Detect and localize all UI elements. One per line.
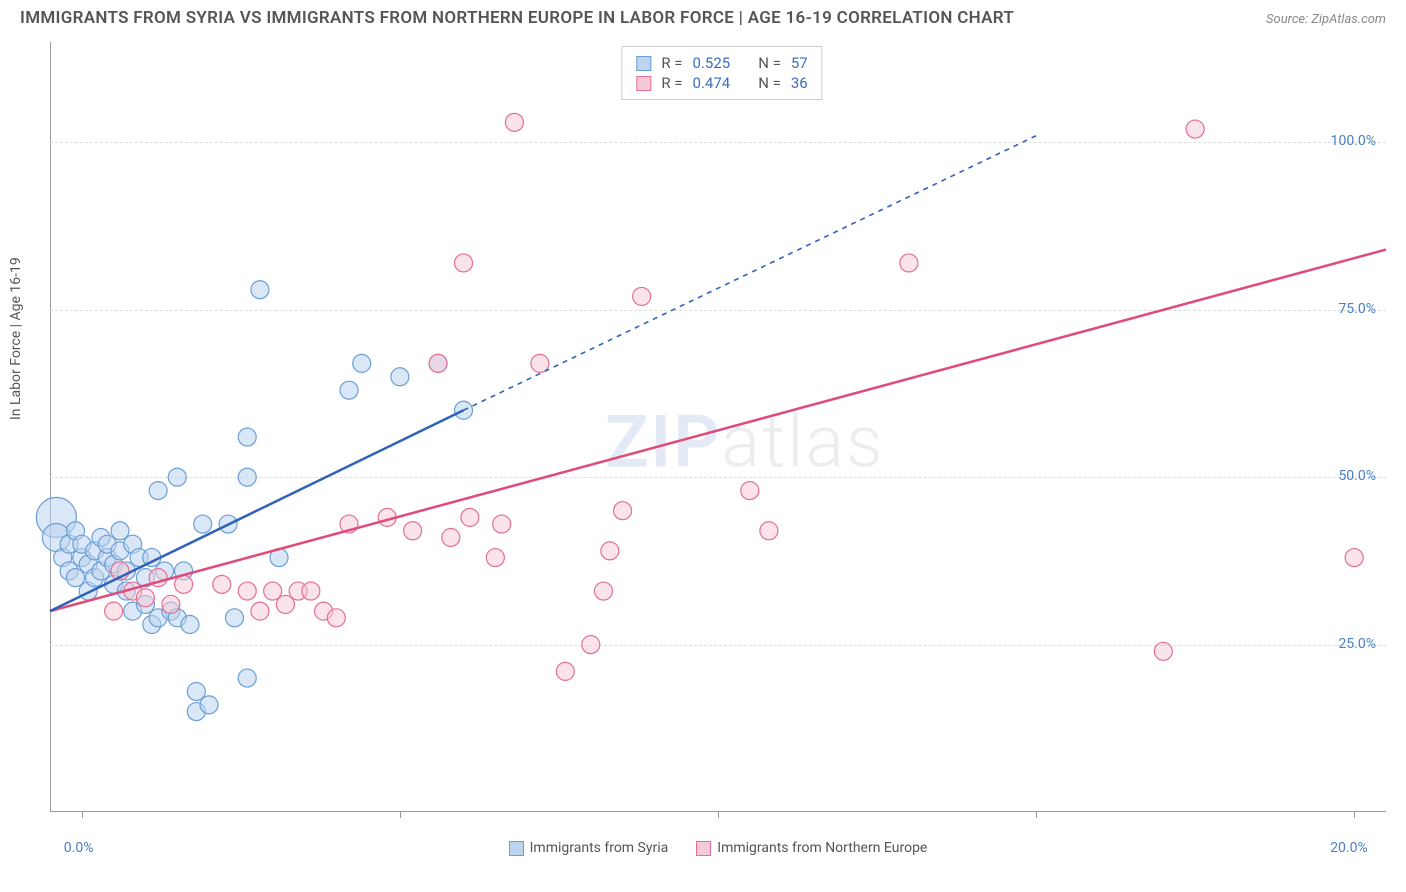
data-point-neurope [1186, 120, 1204, 138]
legend-label-syria: Immigrants from Syria [530, 840, 669, 856]
corr-row-syria: R = 0.525 N = 57 [636, 53, 807, 73]
data-point-neurope [175, 575, 193, 593]
n-value-syria: 57 [791, 54, 808, 72]
data-point-neurope [601, 542, 619, 560]
correlation-legend: R = 0.525 N = 57 R = 0.474 N = 36 [621, 46, 822, 100]
chart-title: IMMIGRANTS FROM SYRIA VS IMMIGRANTS FROM… [20, 8, 1014, 28]
data-point-neurope [136, 589, 154, 607]
r-label: R = [661, 74, 682, 92]
data-point-neurope [1154, 642, 1172, 660]
data-point-syria [353, 354, 371, 372]
data-point-neurope [493, 515, 511, 533]
legend-square-neurope [636, 76, 651, 91]
data-point-neurope [251, 602, 269, 620]
source-label: Source: ZipAtlas.com [1266, 12, 1386, 27]
data-point-neurope [442, 528, 460, 546]
data-point-neurope [582, 636, 600, 654]
x-tick [400, 812, 401, 818]
r-value-neurope: 0.474 [693, 74, 731, 92]
x-tick-label-right: 20.0% [1330, 840, 1368, 856]
data-point-neurope [302, 582, 320, 600]
data-point-neurope [760, 522, 778, 540]
data-point-syria [238, 468, 256, 486]
data-point-neurope [531, 354, 549, 372]
r-label: R = [661, 54, 682, 72]
legend-square-icon [509, 841, 524, 856]
data-point-syria [181, 616, 199, 634]
title-bar: IMMIGRANTS FROM SYRIA VS IMMIGRANTS FROM… [0, 0, 1406, 32]
data-point-neurope [614, 502, 632, 520]
data-point-neurope [429, 354, 447, 372]
x-tick [82, 812, 83, 818]
data-point-neurope [556, 662, 574, 680]
n-value-neurope: 36 [791, 74, 808, 92]
x-tick [1354, 812, 1355, 818]
n-label: N = [758, 74, 781, 92]
data-point-neurope [461, 508, 479, 526]
legend-square-syria [636, 56, 651, 71]
data-point-neurope [741, 482, 759, 500]
data-point-neurope [238, 582, 256, 600]
x-tick [1036, 812, 1037, 818]
data-point-neurope [1345, 549, 1363, 567]
corr-row-neurope: R = 0.474 N = 36 [636, 73, 807, 93]
y-axis-label: In Labor Force | Age 16-19 [8, 257, 24, 420]
data-point-neurope [105, 602, 123, 620]
data-point-syria [200, 696, 218, 714]
data-point-neurope [594, 582, 612, 600]
data-point-neurope [213, 575, 231, 593]
x-tick-label-left: 0.0% [64, 840, 94, 856]
data-point-syria [225, 609, 243, 627]
legend-square-icon [696, 841, 711, 856]
bottom-legend: Immigrants from Syria Immigrants from No… [50, 840, 1386, 856]
r-value-syria: 0.525 [693, 54, 731, 72]
data-point-neurope [404, 522, 422, 540]
data-point-syria [194, 515, 212, 533]
data-point-syria [168, 468, 186, 486]
n-label: N = [758, 54, 781, 72]
data-point-syria [238, 669, 256, 687]
data-point-neurope [486, 549, 504, 567]
data-point-syria [251, 281, 269, 299]
x-tick [718, 812, 719, 818]
plot-area: ZIPatlas 25.0%50.0%75.0%100.0% R = 0.525… [50, 42, 1386, 812]
data-point-syria [340, 381, 358, 399]
legend-item-syria: Immigrants from Syria [509, 840, 669, 856]
data-point-syria [391, 368, 409, 386]
data-point-syria [238, 428, 256, 446]
data-point-neurope [327, 609, 345, 627]
data-point-neurope [505, 113, 523, 131]
trend-line-syria [50, 410, 464, 611]
trend-line-syria-extended [464, 136, 1037, 411]
legend-item-neurope: Immigrants from Northern Europe [696, 840, 927, 856]
data-point-neurope [900, 254, 918, 272]
legend-label-neurope: Immigrants from Northern Europe [717, 840, 927, 856]
data-point-syria [149, 482, 167, 500]
plot-svg [50, 42, 1386, 812]
data-point-neurope [162, 595, 180, 613]
data-point-neurope [633, 287, 651, 305]
data-point-neurope [455, 254, 473, 272]
